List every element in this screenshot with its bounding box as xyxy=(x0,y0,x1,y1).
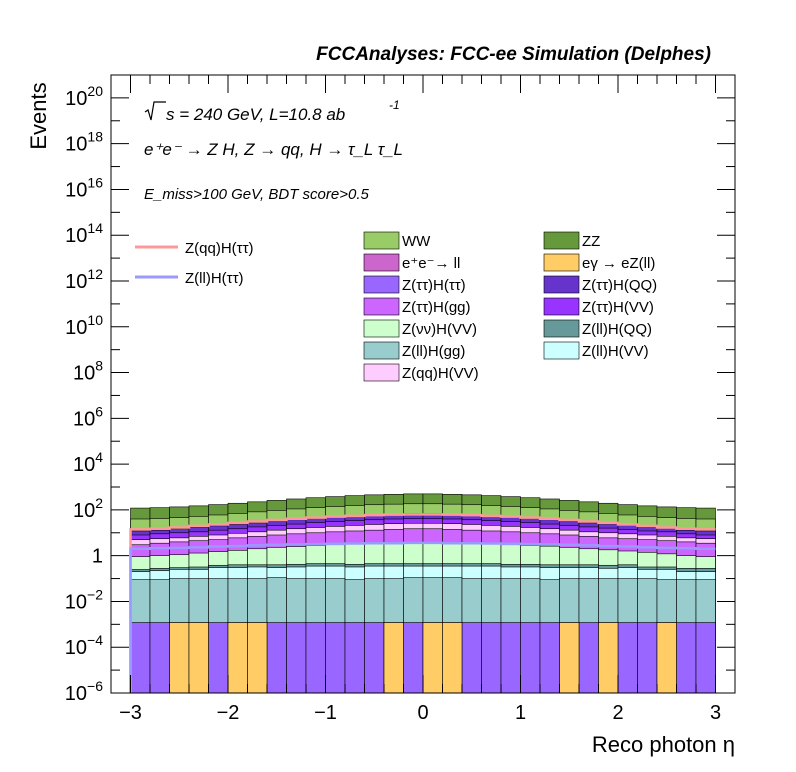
bar-ztautau_htautau xyxy=(403,622,424,694)
axes-layer: −3 −2 −1 0 1 2 3 10−6 10−4 10−2 1 102 104 106 108 1010 1… xyxy=(65,74,736,724)
overlay-layer xyxy=(129,513,716,693)
x-tick-label: 3 xyxy=(710,702,721,724)
y-tick-label: 10−2 xyxy=(65,586,103,613)
line-sig_ll xyxy=(129,541,716,693)
legend-label: eγ → eZ(ll) xyxy=(582,255,655,272)
bar-ztautau_htautau xyxy=(149,622,170,694)
legend-label: Z(ττ)H(gg) xyxy=(402,299,471,316)
legend-swatch xyxy=(363,275,400,294)
energy-text: s = 240 GeV, L=10.8 ab xyxy=(166,105,345,124)
bar-ztautau_htautau xyxy=(461,622,482,694)
y-tick-label: 10−6 xyxy=(65,678,103,705)
legend-swatch xyxy=(543,275,580,294)
bar-ztautau_htautau xyxy=(325,622,346,694)
bar-egamma_eZll xyxy=(598,622,619,694)
legend-label: e⁺e⁻→ ll xyxy=(402,255,460,272)
bar-ztautau_htautau xyxy=(305,622,326,694)
process-text: e⁺e⁻ → Z H, Z → qq, H → τ_L τ_L xyxy=(144,140,403,159)
bar-egamma_eZll xyxy=(442,622,463,694)
legend-swatch xyxy=(363,297,400,316)
line-sig_qq xyxy=(129,513,716,693)
x-tick-label: −3 xyxy=(119,702,142,724)
bar-egamma_eZll xyxy=(422,622,443,694)
bar-egamma_eZll xyxy=(227,622,248,694)
y-tick-label: 108 xyxy=(73,358,103,385)
legend-label: Z(ττ)H(QQ) xyxy=(582,277,657,294)
y-tick-label: 106 xyxy=(73,403,103,430)
x-tick-label: −2 xyxy=(217,702,240,724)
bar-egamma_eZll xyxy=(383,622,404,694)
bar-egamma_eZll xyxy=(188,622,209,694)
legend-label: Z(ττ)H(ττ) xyxy=(402,277,466,294)
bar-ztautau_htautau xyxy=(266,622,287,694)
bar-ztautau_htautau xyxy=(637,622,658,694)
legend-label: WW xyxy=(402,233,431,250)
y-tick-label: 1020 xyxy=(65,83,103,110)
x-axis-label: Reco photon η xyxy=(592,732,735,757)
y-tick-label: 1012 xyxy=(65,266,103,293)
legend-label: Z(ll)H(ττ) xyxy=(185,270,244,287)
legend-swatch xyxy=(543,319,580,338)
bar-egamma_eZll xyxy=(656,622,677,694)
legend-swatch xyxy=(543,297,580,316)
y-tick-label: 1016 xyxy=(65,174,103,201)
y-tick-label: 104 xyxy=(73,449,103,476)
energy-sup: -1 xyxy=(389,98,400,112)
legend-swatch xyxy=(543,253,580,272)
bar-ztautau_htautau xyxy=(481,622,502,694)
bar-ztautau_htautau xyxy=(286,622,307,694)
legend: Z(qq)H(ττ) Z(ll)H(ττ) WW e⁺e⁻→ ll Z(ττ)H(ττ)… xyxy=(135,231,657,382)
legend-label: Z(ll)H(VV) xyxy=(582,343,649,360)
legend-label: Z(ττ)H(VV) xyxy=(582,299,654,316)
bar-ztautau_htautau xyxy=(500,622,521,694)
bar-ztautau_htautau xyxy=(344,622,365,694)
y-tick-label: 1014 xyxy=(65,220,103,247)
y-axis-label: Events xyxy=(26,82,51,149)
x-tick-label: −1 xyxy=(314,702,337,724)
bar-egamma_eZll xyxy=(247,622,268,694)
legend-label: Z(qq)H(ττ) xyxy=(185,240,254,257)
legend-label: Z(ll)H(gg) xyxy=(402,343,465,360)
legend-swatch xyxy=(363,341,400,360)
x-tick-label: 1 xyxy=(515,702,526,724)
legend-swatch xyxy=(543,341,580,360)
sqrt-symbol xyxy=(144,101,166,121)
bar-ztautau_htautau xyxy=(364,622,385,694)
bar-egamma_eZll xyxy=(169,622,190,694)
legend-label: Z(νν)H(VV) xyxy=(402,321,477,338)
legend-swatch xyxy=(363,319,400,338)
y-tick-label: 10−4 xyxy=(65,632,103,659)
info-block: s = 240 GeV, L=10.8 ab -1 e⁺e⁻ → Z H, Z … xyxy=(144,98,403,203)
bar-ztautau_htautau xyxy=(617,622,638,694)
legend-swatch xyxy=(363,231,400,250)
x-tick-label: 2 xyxy=(612,702,623,724)
bar-ztautau_htautau xyxy=(208,622,229,694)
x-tick-label: 0 xyxy=(417,702,428,724)
bar-ztautau_htautau xyxy=(130,622,151,694)
bar-ztautau_htautau xyxy=(676,622,697,694)
legend-swatch xyxy=(363,253,400,272)
bar-ztautau_htautau xyxy=(539,622,560,694)
header-title: FCCAnalyses: FCC-ee Simulation (Delphes) xyxy=(316,44,711,65)
legend-label: ZZ xyxy=(582,233,600,250)
y-tick-label: 1018 xyxy=(65,129,103,156)
y-tick-label: 1010 xyxy=(65,312,103,339)
bar-egamma_eZll xyxy=(559,622,580,694)
y-tick-label: 1 xyxy=(92,546,103,568)
bar-ztautau_htautau xyxy=(695,622,716,694)
legend-label: Z(ll)H(QQ) xyxy=(582,321,652,338)
legend-label: Z(qq)H(VV) xyxy=(402,365,479,382)
bar-ztautau_htautau xyxy=(520,622,541,694)
stack-layer xyxy=(130,493,716,694)
bar-ztautau_htautau xyxy=(578,622,599,694)
y-tick-label: 102 xyxy=(73,495,103,522)
legend-swatch xyxy=(543,231,580,250)
cuts-text: E_miss>100 GeV, BDT score>0.5 xyxy=(144,186,369,203)
legend-swatch xyxy=(363,363,400,382)
